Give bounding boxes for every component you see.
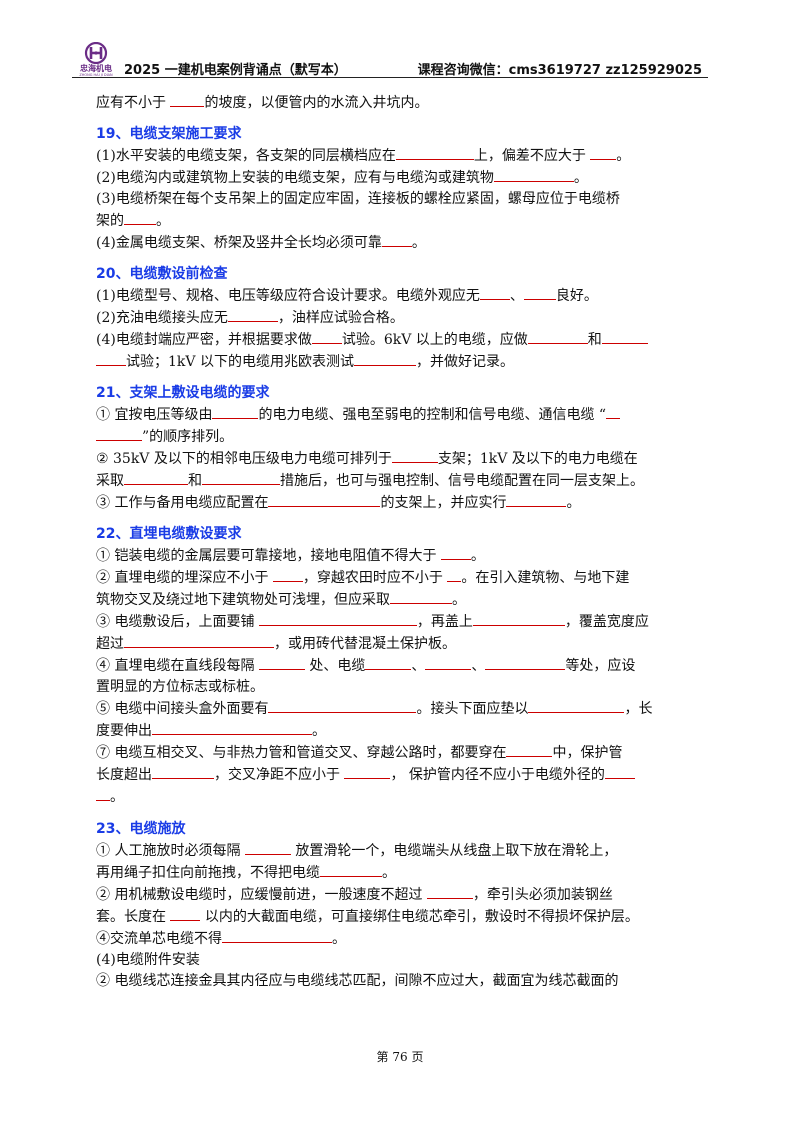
text-line: 长度超出 ，交叉净距不应小于 ， 保护管内径不应小于电缆外径的 <box>96 764 708 786</box>
text-line: 试验；1kV 以下的电缆用兆欧表测试 ，并做好记录。 <box>96 351 708 373</box>
fill-blank[interactable] <box>365 655 412 670</box>
fill-blank[interactable] <box>604 764 635 779</box>
fill-blank[interactable] <box>268 698 417 713</box>
fill-blank[interactable] <box>268 492 381 507</box>
fill-blank[interactable] <box>311 329 342 344</box>
text-line: ⑦ 电缆互相交叉、与非热力管和管道交叉、穿越公路时，都要穿在 中，保护管 <box>96 742 708 764</box>
fill-blank[interactable] <box>152 720 312 735</box>
text-line: ① 人工施放时必须每隔 放置滑轮一个，电缆端头从线盘上取下放在滑轮上， <box>96 840 708 862</box>
fill-blank[interactable] <box>258 655 305 670</box>
text-line: (4)金属电缆支架、桥架及竖井全长均必须可靠。 <box>96 232 708 254</box>
text-line: 置明显的方位标志或标桩。 <box>96 679 264 695</box>
fill-blank[interactable] <box>344 764 391 779</box>
text-line: 超过 ，或用砖代替混凝土保护板。 <box>96 633 708 655</box>
text-line: ”的顺序排列。 <box>96 426 708 448</box>
fill-blank[interactable] <box>96 351 126 366</box>
text-line: 度要伸出。 <box>96 720 708 742</box>
text-line: ④ 直埋电缆在直线段每隔 处、电缆、、等处，应设 <box>96 655 708 677</box>
fill-blank[interactable] <box>124 633 274 648</box>
document-title: 2025 一建机电案例背诵点（默写本） <box>124 63 347 78</box>
fill-blank[interactable] <box>506 742 553 757</box>
text-line: (1)水平安装的电缆支架，各支架的同层横档应在 上，偏差不应大于 。 <box>96 145 708 167</box>
text-line: 采取和措施后，也可与强电控制、信号电缆配置在同一层支架上。 <box>96 470 708 492</box>
text-line: 套。长度在 以内的大截面电缆，可直接绑住电缆芯牵引，敷设时不得损坏保护层。 <box>96 906 708 928</box>
text-line: 再用绳子扣住向前拖拽，不得把电缆。 <box>96 862 708 884</box>
text-line: ② 35kV 及以下的相邻电压级电力电缆可排列于 支架；1kV 及以下的电力电缆在 <box>96 448 708 470</box>
fill-blank[interactable] <box>447 567 462 582</box>
fill-blank[interactable] <box>212 404 259 419</box>
section-heading-20: 20、电缆敷设前检查 <box>96 266 228 282</box>
logo-text: 忠海机电 <box>80 64 112 73</box>
fill-blank[interactable] <box>202 470 280 485</box>
fill-blank[interactable] <box>258 611 417 626</box>
text-line: (4)电缆封端应严密，并根据要求做 试验。6kV 以上的电缆，应做和 <box>96 329 708 351</box>
company-logo: 忠海机电 ZHONG HAI JI DIAN <box>72 42 120 78</box>
fill-blank[interactable] <box>170 906 201 921</box>
page-number: 第 76 页 <box>376 1050 424 1064</box>
fill-blank[interactable] <box>590 145 617 160</box>
document-body: 应有不小于 的坡度，以便管内的水流入井坑内。 19、电缆支架施工要求 (1)水平… <box>96 92 708 992</box>
fill-blank[interactable] <box>353 351 416 366</box>
fill-blank[interactable] <box>124 470 188 485</box>
fill-blank[interactable] <box>96 786 110 801</box>
fill-blank[interactable] <box>170 92 205 107</box>
fill-blank[interactable] <box>320 862 382 877</box>
fill-blank[interactable] <box>528 698 625 713</box>
text-line: 。 <box>96 786 708 808</box>
text-line: 应有不小于 的坡度，以便管内的水流入井坑内。 <box>96 92 708 114</box>
text-line: ② 电缆线芯连接金具其内径应与电缆线芯匹配，间隙不应过大，截面宜为线芯截面的 <box>96 973 619 989</box>
fill-blank[interactable] <box>472 611 565 626</box>
text-line: ⑤ 电缆中间接头盒外面要有 。接头下面应垫以 ，长 <box>96 698 708 720</box>
fill-blank[interactable] <box>381 232 412 247</box>
contact-info: 课程咨询微信：cms3619727 zz125929025 <box>417 63 702 78</box>
fill-blank[interactable] <box>152 764 214 779</box>
fill-blank[interactable] <box>485 655 566 670</box>
text-line: (2)充油电缆接头应无 ，油样应试验合格。 <box>96 307 708 329</box>
fill-blank[interactable] <box>425 655 472 670</box>
text-line: ③ 工作与备用电缆应配置在 的支架上，并应实行。 <box>96 492 708 514</box>
text-line: ① 宜按电压等级由 的电力电缆、强电至弱电的控制和信号电缆、通信电缆 “ <box>96 404 708 426</box>
fill-blank[interactable] <box>391 448 438 463</box>
text-line: (1)电缆型号、规格、电压等级应符合设计要求。电缆外观应无、良好。 <box>96 285 708 307</box>
fill-blank[interactable] <box>601 329 648 344</box>
fill-blank[interactable] <box>244 840 291 855</box>
fill-blank[interactable] <box>493 167 574 182</box>
fill-blank[interactable] <box>440 545 471 560</box>
text-line: ② 直埋电缆的埋深应不小于 ，穿越农田时应不小于 。在引入建筑物、与地下建 <box>96 567 708 589</box>
fill-blank[interactable] <box>527 329 588 344</box>
section-heading-19: 19、电缆支架施工要求 <box>96 126 242 142</box>
text-line: ② 用机械敷设电缆时，应缓慢前进，一般速度不超过 ，牵引头必须加装钢丝 <box>96 884 708 906</box>
logo-icon <box>84 42 108 64</box>
fill-blank[interactable] <box>426 884 473 899</box>
header-divider <box>72 77 708 78</box>
fill-blank[interactable] <box>523 285 556 300</box>
text-line: 架的。 <box>96 210 708 232</box>
text-line: (4)电缆附件安装 <box>96 952 200 968</box>
text-line: (3)电缆桥架在每个支吊架上的固定应牢固，连接板的螺栓应紧固，螺母应位于电缆桥 <box>96 191 620 207</box>
fill-blank[interactable] <box>96 426 142 441</box>
fill-blank[interactable] <box>124 210 156 225</box>
fill-blank[interactable] <box>222 928 332 943</box>
section-heading-21: 21、支架上敷设电缆的要求 <box>96 385 270 401</box>
fill-blank[interactable] <box>606 404 621 419</box>
text-line: ④交流单芯电缆不得。 <box>96 928 708 950</box>
fill-blank[interactable] <box>272 567 303 582</box>
section-heading-22: 22、直埋电缆敷设要求 <box>96 526 242 542</box>
fill-blank[interactable] <box>390 589 452 604</box>
page-header: 忠海机电 ZHONG HAI JI DIAN 2025 一建机电案例背诵点（默写… <box>72 42 708 80</box>
fill-blank[interactable] <box>506 492 567 507</box>
fill-blank[interactable] <box>395 145 474 160</box>
logo-subtext: ZHONG HAI JI DIAN <box>79 73 113 77</box>
text-line: (2)电缆沟内或建筑物上安装的电缆支架，应有与电缆沟或建筑物。 <box>96 167 708 189</box>
text-line: ③ 电缆敷设后，上面要铺 ，再盖上 ，覆盖宽度应 <box>96 611 708 633</box>
fill-blank[interactable] <box>479 285 510 300</box>
text-line: 筑物交叉及绕过地下建筑物处可浅埋，但应采取。 <box>96 589 708 611</box>
text-line: ① 铠装电缆的金属层要可靠接地，接地电阻值不得大于 。 <box>96 545 708 567</box>
fill-blank[interactable] <box>227 307 278 322</box>
section-heading-23: 23、电缆施放 <box>96 821 186 837</box>
